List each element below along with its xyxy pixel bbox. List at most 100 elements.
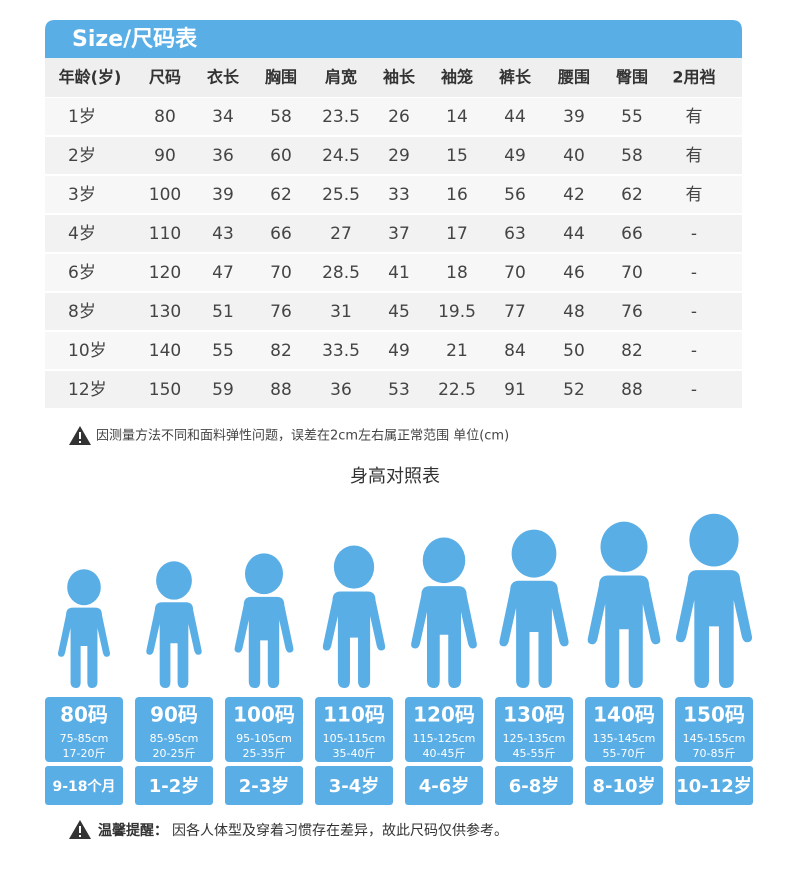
table-cell: 50 — [563, 341, 585, 361]
table-cell: 29 — [388, 146, 410, 166]
figure-head — [511, 529, 557, 578]
table-cell: 43 — [212, 224, 234, 244]
table-row — [45, 215, 742, 252]
age-box — [135, 766, 213, 805]
height-range: 135-145cm — [593, 732, 656, 745]
table-cell: 70 — [504, 263, 526, 283]
column-header: 胸围 — [265, 68, 297, 87]
note: 因测量方法不同和面料弹性问题，误差在2cm左右属正常范围 单位(cm) — [96, 428, 509, 444]
table-cell: 36 — [330, 380, 352, 400]
table-cell: 58 — [621, 146, 643, 166]
table-cell: 55 — [621, 107, 643, 127]
table-cell: 52 — [563, 380, 585, 400]
column-header: 裤长 — [499, 68, 532, 87]
table-cell: 82 — [270, 341, 292, 361]
table-cell: 66 — [621, 224, 643, 244]
height-range: 115-125cm — [413, 732, 476, 745]
figure-body — [234, 596, 294, 688]
size-label: 90码 — [150, 703, 198, 727]
child-figure — [58, 569, 110, 688]
age-box — [675, 766, 753, 805]
table-cell: 2岁 — [68, 146, 96, 166]
table-cell: - — [691, 341, 697, 361]
table-cell: 有 — [686, 107, 703, 127]
age-range: 4-6岁 — [419, 775, 470, 797]
table-cell: 110 — [149, 224, 181, 244]
weight-range: 70-85斤 — [693, 747, 736, 760]
table-cell: 28.5 — [322, 263, 360, 283]
height-range: 85-95cm — [150, 732, 199, 745]
table-cell: 34 — [212, 107, 234, 127]
table-cell: 有 — [686, 146, 703, 166]
figure-head — [689, 513, 739, 567]
figure-head — [422, 537, 466, 584]
table-cell: 66 — [270, 224, 292, 244]
weight-range: 55-70斤 — [603, 747, 646, 760]
weight-range: 35-40斤 — [333, 747, 376, 760]
column-header: 袖长 — [383, 68, 416, 87]
table-cell: 45 — [388, 302, 410, 322]
size-label: 110码 — [323, 703, 385, 727]
table-row — [45, 332, 742, 369]
child-figure — [322, 545, 386, 688]
figure-head — [67, 569, 101, 606]
figure-body — [146, 602, 202, 688]
figure-head — [156, 561, 192, 600]
table-cell: 31 — [330, 302, 352, 322]
size-box — [405, 697, 483, 762]
table-cell: 42 — [563, 185, 585, 205]
size-label: 100码 — [233, 703, 295, 727]
table-row — [45, 371, 742, 408]
table-cell: 15 — [446, 146, 468, 166]
table-cell: 140 — [149, 341, 181, 361]
size-box — [135, 697, 213, 762]
figure-body — [499, 580, 569, 688]
table-cell: 39 — [212, 185, 234, 205]
size-label: 80码 — [60, 703, 108, 727]
age-box — [405, 766, 483, 805]
column-header: 肩宽 — [325, 68, 357, 87]
table-cell: 1岁 — [68, 107, 96, 127]
age-range: 1-2岁 — [149, 775, 200, 797]
weight-range: 40-45斤 — [423, 747, 466, 760]
table-row — [45, 254, 742, 291]
title-bar — [45, 20, 742, 58]
size-box — [495, 697, 573, 762]
table-cell: 130 — [149, 302, 181, 322]
section-title: 身高对照表 — [350, 466, 440, 487]
age-range: 8-10岁 — [592, 775, 655, 797]
table-cell: 44 — [504, 107, 526, 127]
child-figure — [411, 537, 477, 688]
table-cell: - — [691, 302, 697, 322]
table-cell: 100 — [149, 185, 181, 205]
table-cell: 49 — [504, 146, 526, 166]
table-cell: 88 — [621, 380, 643, 400]
weight-range: 17-20斤 — [63, 747, 106, 760]
table-cell: 27 — [330, 224, 352, 244]
table-row — [45, 98, 742, 135]
size-box — [675, 697, 753, 762]
warning-icon — [69, 820, 91, 839]
table-cell: 51 — [212, 302, 234, 322]
table-cell: 18 — [446, 263, 468, 283]
table-cell: 58 — [270, 107, 292, 127]
table-cell: 70 — [621, 263, 643, 283]
size-label: 140码 — [593, 703, 655, 727]
table-cell: 80 — [154, 107, 176, 127]
figure-body — [322, 591, 386, 688]
age-range: 9-18个月 — [52, 778, 115, 795]
child-figure — [146, 561, 202, 688]
table-cell: - — [691, 380, 697, 400]
table-cell: 39 — [563, 107, 585, 127]
footer-text: 因各人体型及穿着习惯存在差异，故此尺码仅供参考。 — [172, 822, 508, 839]
table-cell: 82 — [621, 341, 643, 361]
weight-range: 45-55斤 — [513, 747, 556, 760]
table-cell: 40 — [563, 146, 585, 166]
table-cell: 63 — [504, 224, 526, 244]
figure-body — [58, 607, 110, 688]
size-box — [45, 697, 123, 762]
table-cell: 19.5 — [438, 302, 476, 322]
table-cell: 3岁 — [68, 185, 96, 205]
warning-icon — [69, 426, 91, 445]
